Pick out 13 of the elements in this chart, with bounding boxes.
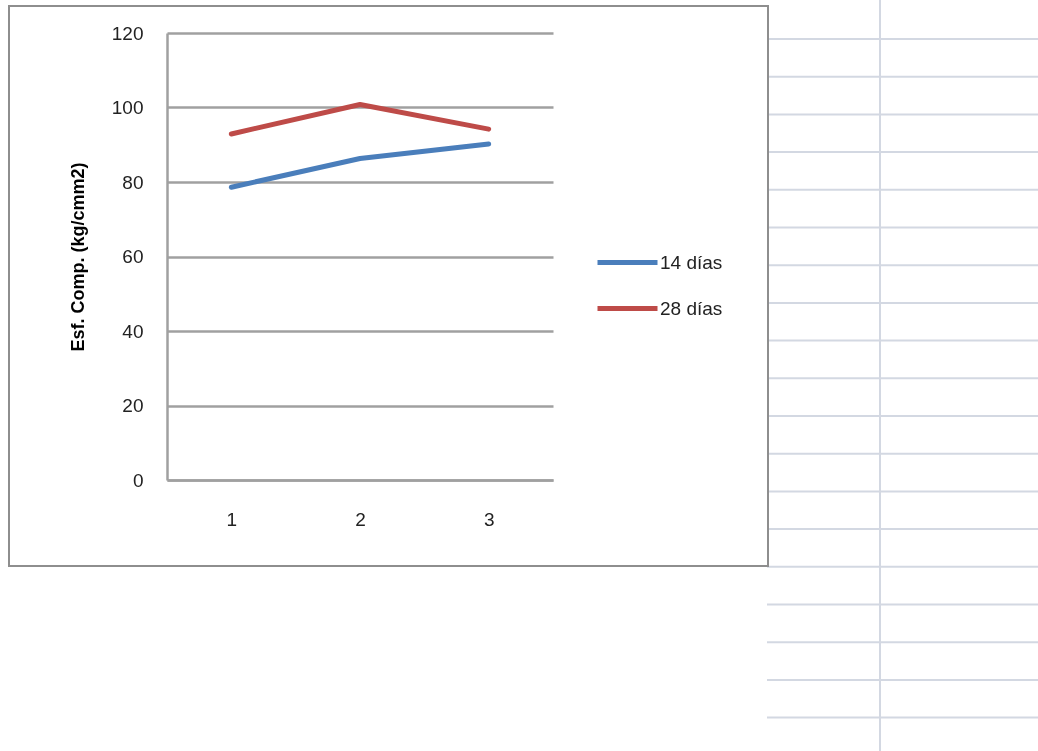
y-tick-label: 40	[122, 320, 144, 342]
x-tick-label: 1	[226, 508, 238, 530]
legend-label: 14 días	[660, 251, 723, 273]
x-tick-label: 2	[355, 508, 366, 530]
y-tick-label: 120	[111, 22, 144, 44]
y-tick-label: 0	[132, 469, 144, 491]
y-tick-label: 100	[111, 97, 144, 118]
x-tick-label: 3	[483, 508, 495, 530]
y-tick-label: 80	[122, 171, 144, 193]
y-axis-title: Esf. Comp. (kg/cmm2)	[67, 162, 88, 352]
y-tick-label: 20	[122, 395, 144, 416]
y-tick-label: 60	[122, 246, 144, 267]
legend-label: 28 días	[660, 297, 723, 319]
